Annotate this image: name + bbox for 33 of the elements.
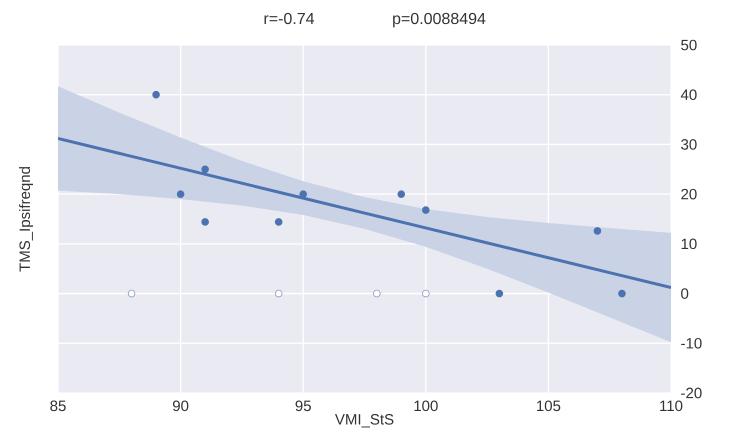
y-tick-label: 30: [681, 139, 697, 150]
y-tick-label: 0: [681, 288, 688, 299]
point: [201, 218, 209, 226]
text: p=0.0088494: [393, 12, 486, 28]
point: [397, 190, 406, 198]
point: [422, 290, 430, 298]
x-tick-label: 85: [50, 400, 66, 412]
y-tick-label: -10: [681, 338, 702, 349]
x-tick-label: 95: [296, 400, 311, 412]
point: [274, 290, 282, 298]
y-tick-label: 40: [680, 89, 697, 100]
point: [274, 218, 282, 226]
x-tick-label: 110: [660, 400, 682, 412]
point: [372, 290, 381, 298]
text: r=-0.74: [264, 12, 314, 24]
y-tick-label: 10: [682, 238, 697, 250]
x-tick-label: 100: [414, 400, 438, 412]
point: [128, 290, 136, 298]
point: [496, 290, 504, 298]
y-tick-label: -20: [681, 388, 702, 398]
point: [594, 227, 602, 235]
point: [176, 190, 184, 198]
y-tick-label: 50: [681, 40, 697, 50]
x-tick-label: 90: [172, 400, 188, 412]
point: [201, 165, 209, 174]
point: [618, 290, 626, 298]
point: [422, 206, 430, 214]
x-tick-label: 105: [537, 400, 560, 412]
y-axis-title: TMS_Ipsifreqnd: [19, 167, 34, 272]
y-tick-label: 20: [681, 188, 697, 200]
point: [152, 90, 160, 99]
point: [299, 190, 308, 198]
x-axis-title: VMI_StS: [334, 414, 394, 428]
